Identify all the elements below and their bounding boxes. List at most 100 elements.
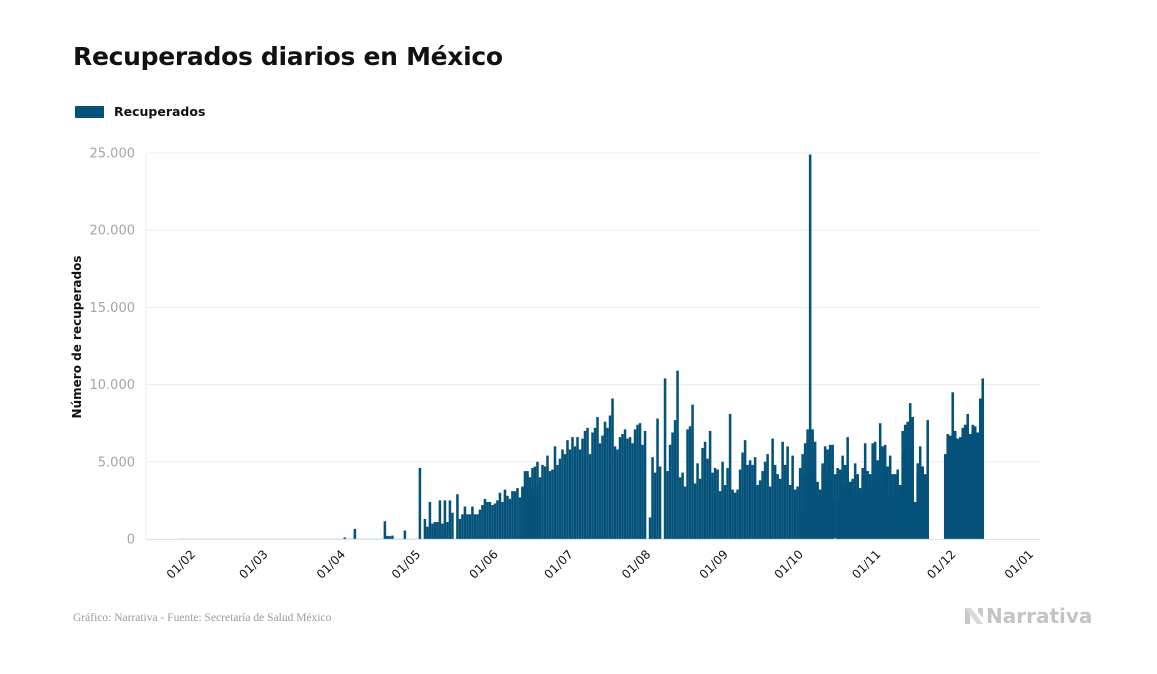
bar	[896, 469, 899, 539]
bar	[671, 432, 674, 539]
bar	[913, 511, 917, 539]
bar	[611, 398, 614, 539]
bar	[381, 538, 384, 539]
bar	[886, 497, 889, 539]
bar	[768, 486, 772, 539]
bar	[180, 538, 184, 539]
bar	[638, 423, 642, 539]
bar	[891, 474, 894, 539]
bar	[566, 440, 569, 539]
bar	[786, 446, 789, 539]
bar	[516, 488, 519, 539]
bar	[496, 500, 499, 539]
bar	[816, 495, 819, 539]
bar	[846, 437, 849, 539]
bar	[451, 512, 454, 539]
bar	[606, 427, 609, 539]
bar	[701, 447, 704, 539]
bar	[923, 474, 927, 539]
bar	[266, 538, 269, 539]
chart-title: Recuperados diarios en México	[73, 42, 503, 71]
bar	[466, 514, 469, 539]
bar	[541, 464, 544, 539]
bar	[246, 538, 249, 539]
bar	[601, 435, 604, 539]
bar	[206, 538, 209, 539]
bar	[371, 538, 374, 539]
bar	[523, 471, 527, 539]
bar	[498, 492, 502, 539]
bar	[373, 538, 377, 539]
bar	[653, 472, 657, 539]
x-tick-label: 01/09	[697, 547, 731, 581]
bar	[633, 429, 637, 539]
bar	[391, 535, 394, 539]
bar	[326, 538, 329, 539]
bar	[233, 538, 237, 539]
bar	[258, 538, 262, 539]
bar	[493, 503, 497, 539]
bar	[848, 481, 852, 539]
bar	[366, 538, 369, 539]
bar	[356, 538, 359, 539]
bar	[488, 501, 492, 539]
x-tick-label: 01/04	[314, 547, 348, 581]
bar	[461, 514, 464, 539]
bar	[311, 538, 314, 539]
bar	[773, 464, 777, 539]
bar	[486, 501, 489, 539]
bar	[436, 522, 439, 539]
bar	[343, 537, 347, 539]
bar	[296, 538, 299, 539]
bar	[718, 491, 722, 539]
bar	[431, 523, 434, 539]
y-tick-label: 0	[127, 533, 135, 548]
x-tick-label: 01/10	[772, 547, 806, 581]
bar	[756, 484, 759, 539]
x-tick-label: 01/12	[924, 547, 958, 581]
narrativa-logo-icon	[965, 608, 983, 624]
bar	[416, 538, 419, 539]
bar	[476, 514, 479, 539]
bar	[963, 424, 967, 539]
bar	[503, 489, 507, 539]
bar	[318, 538, 322, 539]
bar	[591, 432, 594, 539]
legend: Recuperados	[75, 104, 205, 119]
bar	[288, 538, 292, 539]
bar	[901, 430, 904, 539]
bar	[341, 538, 344, 539]
x-tick-label: 01/07	[541, 547, 575, 581]
bar	[791, 455, 794, 539]
bar	[241, 538, 244, 539]
bar	[676, 370, 679, 539]
bar	[301, 538, 304, 539]
bar	[261, 538, 264, 539]
bar	[656, 418, 659, 539]
bar	[558, 458, 562, 539]
bar	[351, 538, 354, 539]
bar	[243, 538, 247, 539]
bar	[191, 538, 194, 539]
bar	[268, 538, 272, 539]
bar	[303, 538, 307, 539]
bar	[406, 538, 409, 539]
bar	[871, 443, 874, 539]
bar	[981, 378, 985, 539]
bar	[681, 472, 684, 539]
x-tick-label: 01/03	[236, 547, 270, 581]
bar	[733, 492, 737, 539]
bar	[843, 464, 847, 539]
bar	[328, 538, 332, 539]
bar	[801, 474, 804, 539]
bar	[185, 538, 189, 539]
bar	[861, 475, 864, 539]
bar	[856, 474, 859, 539]
bar	[483, 498, 487, 539]
bar	[353, 528, 357, 539]
bar	[278, 538, 282, 539]
bar	[828, 444, 832, 539]
bar	[716, 469, 719, 539]
bar	[506, 495, 509, 539]
